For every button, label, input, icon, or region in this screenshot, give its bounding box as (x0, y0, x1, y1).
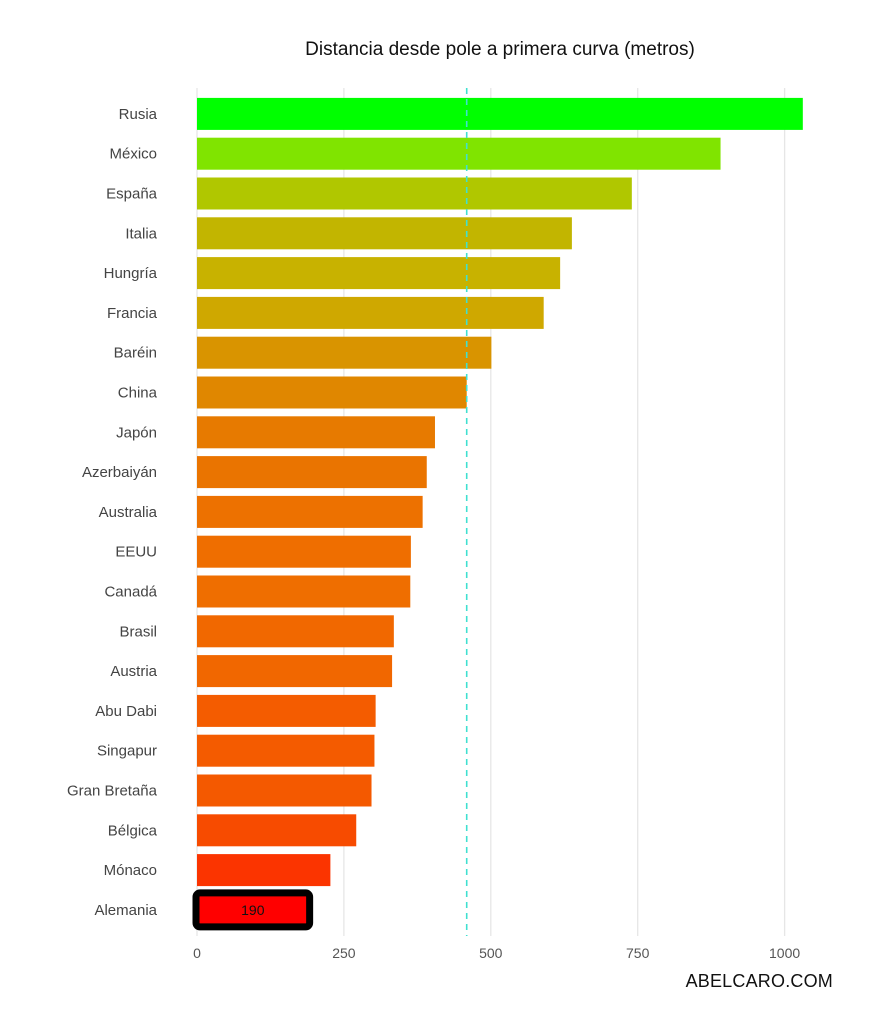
bar (197, 296, 544, 329)
x-tick-label: 750 (626, 945, 650, 961)
bar (197, 495, 423, 528)
category-label: Italia (125, 225, 157, 242)
category-label: Gran Bretaña (67, 783, 158, 800)
category-label: Hungría (104, 265, 158, 282)
category-label: Azerbaiyán (82, 464, 157, 481)
bar (197, 416, 435, 449)
x-tick-label: 1000 (769, 945, 800, 961)
category-label: Austria (110, 663, 157, 680)
category-label: Bélgica (108, 822, 158, 839)
bar (197, 854, 331, 887)
bar (197, 456, 427, 489)
category-label: México (109, 146, 157, 163)
bar (197, 694, 376, 727)
bar (197, 655, 393, 688)
bar (197, 97, 803, 130)
category-label: Canadá (104, 584, 157, 601)
category-label: Baréin (114, 345, 157, 362)
x-tick-label: 0 (193, 945, 201, 961)
chart-title: Distancia desde pole a primera curva (me… (305, 39, 695, 60)
bar (197, 137, 721, 170)
bar (197, 376, 467, 409)
bar (197, 177, 632, 210)
bar (197, 734, 375, 767)
category-label: EEUU (115, 544, 157, 561)
bar (197, 774, 372, 807)
category-label: Alemania (94, 902, 157, 919)
category-label: Francia (107, 305, 158, 322)
bar-highlighted (192, 889, 314, 931)
credit-text: ABELCARO.COM (685, 971, 833, 991)
category-label: Brasil (119, 623, 157, 640)
bar (197, 257, 561, 290)
bar (197, 814, 357, 847)
category-label: Abu Dabi (95, 703, 157, 720)
category-label: Mónaco (104, 862, 157, 879)
bar (197, 615, 394, 648)
category-labels: Rusia México España Italia Hungría Francia Bar… (67, 106, 158, 919)
bars: 190 (192, 97, 803, 931)
bar (197, 575, 411, 608)
x-axis-ticks: 0 250 500 750 1000 (193, 945, 800, 961)
x-tick-label: 250 (332, 945, 356, 961)
bar (197, 336, 492, 369)
category-label: España (106, 186, 158, 203)
category-label: China (118, 385, 158, 402)
category-label: Singapur (97, 743, 157, 760)
bar-value-label: 190 (241, 902, 265, 918)
category-label: Japón (116, 424, 157, 441)
bar (197, 217, 572, 250)
category-label: Australia (99, 504, 158, 521)
x-tick-label: 500 (479, 945, 503, 961)
bar (197, 535, 411, 568)
category-label: Rusia (119, 106, 158, 123)
